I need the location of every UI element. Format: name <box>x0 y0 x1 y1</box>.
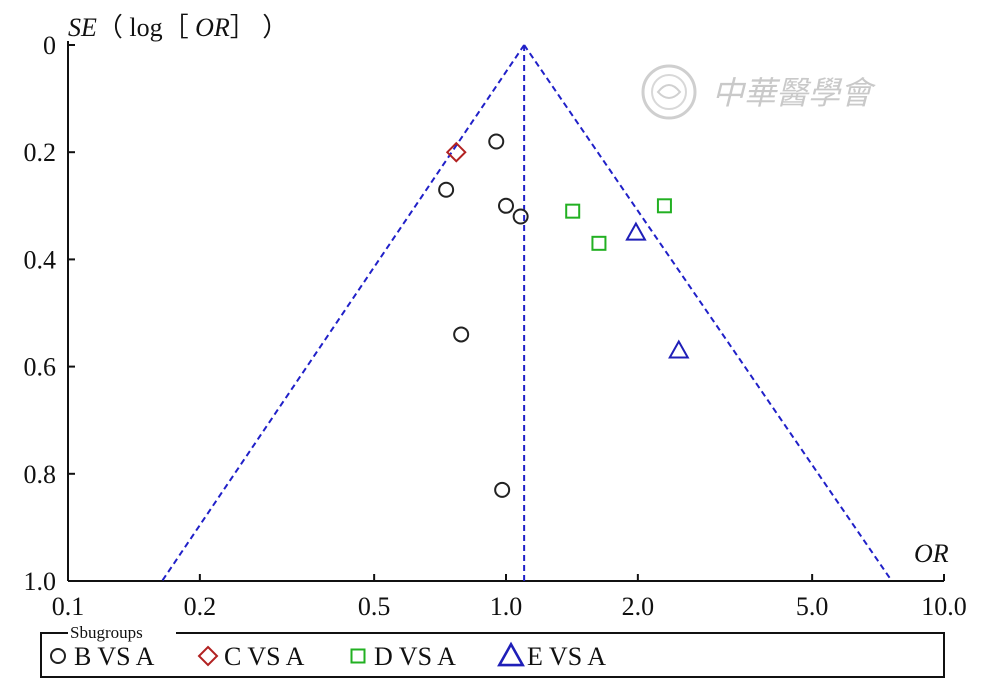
legend-items: B VS A C VS A D VS A E VS A <box>50 641 606 671</box>
funnel-left-line <box>161 44 525 582</box>
data-point-circle <box>438 181 455 198</box>
x-axis-title: OR <box>914 539 949 568</box>
data-point-triangle <box>625 221 647 241</box>
x-tick-label: 0.1 <box>52 592 85 621</box>
legend-marker-circle <box>50 648 66 664</box>
legend-label: D VS A <box>374 642 456 671</box>
funnel-right-line <box>523 44 893 582</box>
legend-marker-diamond <box>197 645 219 667</box>
y-axis-title-close: ］ ） <box>230 13 289 42</box>
data-point-diamond <box>445 141 467 163</box>
data-point-circle <box>498 197 514 214</box>
watermark-text: 中華醫學會 <box>712 74 876 112</box>
y-ticks: 0 0.2 0.4 0.6 0.8 1.0 <box>24 31 75 596</box>
data-point-circle <box>488 133 505 150</box>
y-axis-title-or: OR <box>195 13 230 42</box>
x-tick-label: 0.5 <box>358 592 391 621</box>
data-point-square <box>565 203 581 219</box>
x-ticks: 0.1 0.2 0.5 1.0 2.0 5.0 10.0 <box>52 574 967 621</box>
legend-label: E VS A <box>527 642 606 671</box>
y-tick-label: 1.0 <box>24 567 57 596</box>
y-tick-label: 0.8 <box>24 460 57 489</box>
data-point-circle <box>453 326 470 343</box>
legend-marker-square <box>350 648 366 664</box>
x-tick-label: 0.2 <box>184 592 217 621</box>
legend-box <box>40 632 945 678</box>
y-tick-label: 0.2 <box>24 138 57 167</box>
legend-title-bg <box>68 622 176 642</box>
y-tick-label: 0.4 <box>24 245 57 274</box>
x-tick-label: 1.0 <box>490 592 523 621</box>
data-points <box>438 133 690 498</box>
data-point-square <box>591 235 607 251</box>
y-tick-label: 0.6 <box>24 353 57 382</box>
data-point-circle <box>512 208 529 225</box>
x-tick-label: 10.0 <box>921 592 967 621</box>
x-tick-label: 5.0 <box>796 592 829 621</box>
y-axis-title-se: SE <box>68 13 97 42</box>
y-tick-label: 0 <box>43 31 56 60</box>
y-axis-title: SE（ log［ OR］ ） <box>68 13 288 42</box>
legend-marker-triangle <box>497 641 525 667</box>
data-point-triangle <box>668 339 690 359</box>
legend-label: C VS A <box>224 642 305 671</box>
y-axis-title-open: （ log［ <box>97 13 195 42</box>
legend: Sbugroups B VS A C VS A D VS A E VS A <box>40 622 945 678</box>
seal-icon <box>641 64 697 120</box>
watermark: 中華醫學會 <box>641 64 876 120</box>
data-point-square <box>656 198 672 214</box>
legend-title: Sbugroups <box>70 623 143 642</box>
funnel-lines <box>161 44 893 582</box>
data-point-circle <box>494 481 511 498</box>
x-tick-label: 2.0 <box>622 592 655 621</box>
legend-label: B VS A <box>74 642 155 671</box>
